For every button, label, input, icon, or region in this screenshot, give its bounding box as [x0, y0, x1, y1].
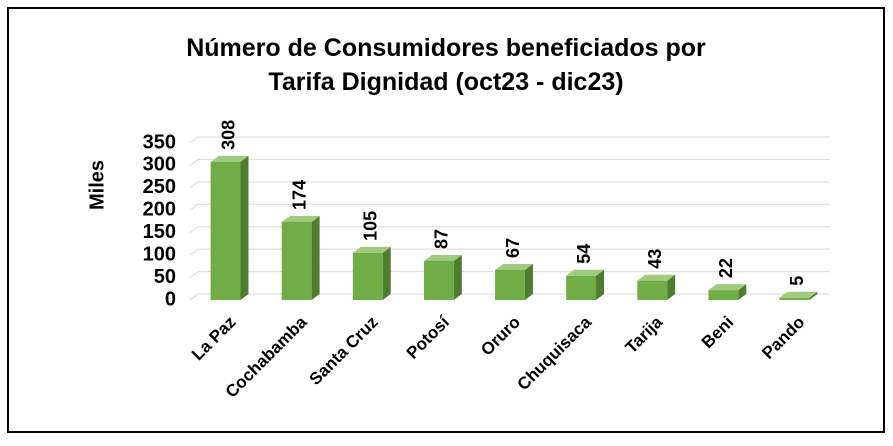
chart-frame	[7, 7, 885, 433]
value-label: 22	[716, 258, 736, 278]
bar-face	[352, 246, 391, 253]
bar	[779, 291, 818, 300]
y-tick-label: 250	[143, 176, 176, 198]
grid-line	[189, 181, 830, 189]
value-label: 174	[289, 180, 309, 210]
y-tick-label: 150	[143, 221, 176, 243]
bar	[352, 246, 391, 300]
y-tick-label: 350	[143, 131, 176, 153]
bar	[566, 269, 605, 300]
value-label: 105	[361, 211, 381, 241]
bar	[708, 284, 747, 300]
bar-front	[210, 161, 241, 300]
y-tick-label: 200	[143, 199, 176, 221]
value-label: 54	[574, 244, 594, 264]
bar-face	[596, 269, 605, 300]
bar-face	[566, 269, 605, 276]
grid-line	[189, 136, 830, 144]
bar-front	[708, 290, 739, 300]
bar-face	[667, 274, 676, 300]
bar-face	[779, 291, 818, 298]
bar-face	[738, 284, 747, 300]
bar-face	[524, 263, 533, 300]
grid-line	[189, 248, 830, 256]
y-tick-label: 300	[143, 154, 176, 176]
value-label: 87	[432, 229, 452, 249]
bar-face	[809, 291, 818, 300]
bar-front	[779, 297, 810, 300]
bar-front	[637, 280, 668, 300]
bar-face	[637, 274, 676, 281]
value-label: 308	[218, 120, 238, 150]
value-label: 5	[787, 276, 807, 286]
value-label: 67	[503, 238, 523, 258]
bar-face	[382, 246, 391, 300]
bar	[637, 274, 676, 300]
y-tick-label: 50	[154, 266, 176, 288]
bar-face	[495, 263, 533, 270]
bar	[281, 215, 320, 300]
bar-front	[566, 275, 597, 300]
y-tick-label: 0	[165, 288, 176, 310]
y-tick-label: 100	[143, 243, 176, 265]
bar-face	[240, 155, 249, 300]
chart-title: Número de Consumidores beneficiados por	[186, 34, 706, 62]
bar	[495, 263, 533, 300]
grid-line	[189, 271, 830, 278]
grid-line	[189, 226, 830, 234]
grid-line	[189, 293, 830, 301]
bar-front	[352, 252, 383, 300]
bar-face	[423, 254, 462, 261]
bar-front	[495, 269, 525, 300]
grid-line	[189, 203, 830, 211]
bar-face	[453, 254, 462, 300]
chart-title: Tarifa Dignidad (oct23 - dic23)	[268, 68, 623, 96]
y-axis-label: Miles	[86, 160, 108, 210]
bar	[423, 254, 462, 300]
bar-front	[281, 221, 312, 300]
bar-face	[708, 284, 747, 291]
bar-face	[311, 215, 320, 300]
value-label: 43	[645, 249, 665, 269]
bar-face	[210, 155, 249, 162]
bar-front	[423, 260, 454, 300]
bar-face	[281, 215, 320, 222]
bar	[210, 155, 249, 300]
grid-line	[189, 158, 830, 166]
